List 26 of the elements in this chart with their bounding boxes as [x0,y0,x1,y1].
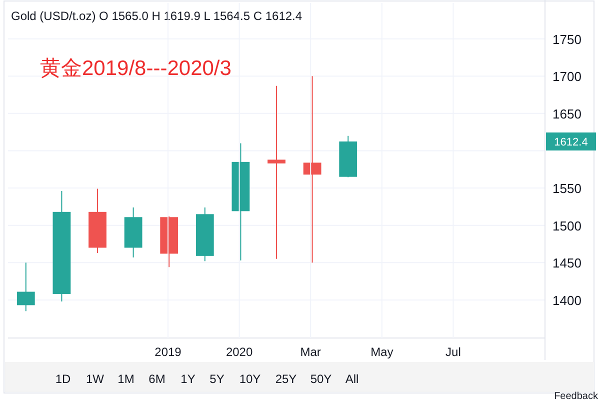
text: 1D [55,372,71,386]
y-tick-label: 1750 [552,32,582,47]
text: 50Y [310,372,332,386]
text: 6M [148,372,166,386]
y-tick-label: 1400 [552,292,582,308]
text: 1Y [180,372,196,386]
text: Gold (USD/t.oz) O 1565.0 H 1619.9 L 1564.5 C 1612.4 [11,9,302,23]
text: All [345,372,359,386]
text: Mar [300,345,321,359]
text: 2020 [226,345,253,359]
text: 25Y [275,372,297,386]
y-tick-label: 1550 [552,181,582,196]
text: 2019 [154,345,182,359]
y-tick-label: 1450 [552,256,582,271]
y-tick-label: 1700 [552,69,582,84]
y-tick-label: 1650 [552,106,582,122]
text: 10Y [239,372,261,386]
text: 1612.4 [554,136,588,148]
text: Jul [446,345,461,359]
annotation: 黄金2019/8---2020/3 [40,57,232,80]
text: 1M [118,372,134,386]
text: 1W [86,372,105,386]
y-tick-label: 1500 [552,218,582,234]
text: May [370,345,394,359]
text: 5Y [210,372,224,386]
text: Feedback [554,391,599,400]
